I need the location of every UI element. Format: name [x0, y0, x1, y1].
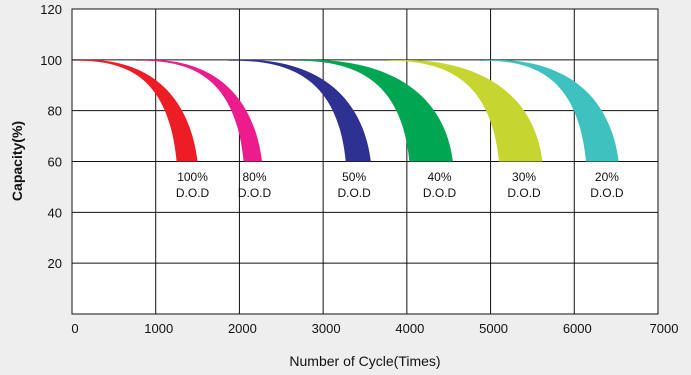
- dod-label-percent: 100%: [177, 170, 208, 184]
- y-tick-label: 20: [48, 256, 62, 271]
- y-tick-label: 120: [40, 2, 62, 17]
- dod-label-text: D.O.D: [423, 186, 457, 200]
- dod-band-80: [134, 59, 263, 162]
- x-tick-label: 0: [71, 321, 78, 336]
- x-tick-labels: 0 1000 2000 3000 4000 5000 6000 7000: [71, 321, 678, 336]
- dod-label-percent: 20%: [595, 170, 619, 184]
- y-axis-label: Capacity(%): [9, 121, 25, 201]
- y-tick-label: 60: [48, 155, 62, 170]
- dod-label-text: D.O.D: [337, 186, 371, 200]
- dod-band-50: [226, 59, 371, 162]
- x-tick-label: 2000: [228, 321, 257, 336]
- x-tick-label: 3000: [312, 321, 341, 336]
- x-tick-label: 6000: [563, 321, 592, 336]
- x-axis-label: Number of Cycle(Times): [289, 353, 440, 369]
- dod-label-percent: 40%: [427, 170, 451, 184]
- dod-labels: 100% D.O.D 80% D.O.D 50% D.O.D 40% D.O.D 30% D.O.…: [176, 170, 624, 200]
- dod-label-text: D.O.D: [590, 186, 624, 200]
- dod-label-percent: 80%: [242, 170, 266, 184]
- dod-band-40: [289, 59, 453, 162]
- dod-label-percent: 50%: [342, 170, 366, 184]
- dod-label-text: D.O.D: [176, 186, 210, 200]
- y-tick-label: 40: [48, 205, 62, 220]
- y-tick-label: 100: [40, 53, 62, 68]
- dod-band-20: [478, 59, 619, 162]
- dod-label-text: D.O.D: [507, 186, 541, 200]
- y-tick-label: 80: [48, 104, 62, 119]
- dod-label-percent: 30%: [512, 170, 536, 184]
- dod-band-100: [72, 59, 198, 162]
- x-tick-label: 5000: [479, 321, 508, 336]
- x-tick-label: 7000: [650, 321, 679, 336]
- x-tick-label: 1000: [144, 321, 173, 336]
- x-tick-label: 4000: [395, 321, 424, 336]
- y-tick-labels: 20 40 60 80 100 120: [40, 2, 62, 271]
- dod-band-30: [381, 59, 543, 162]
- dod-bands: [72, 59, 619, 162]
- dod-label-text: D.O.D: [238, 186, 272, 200]
